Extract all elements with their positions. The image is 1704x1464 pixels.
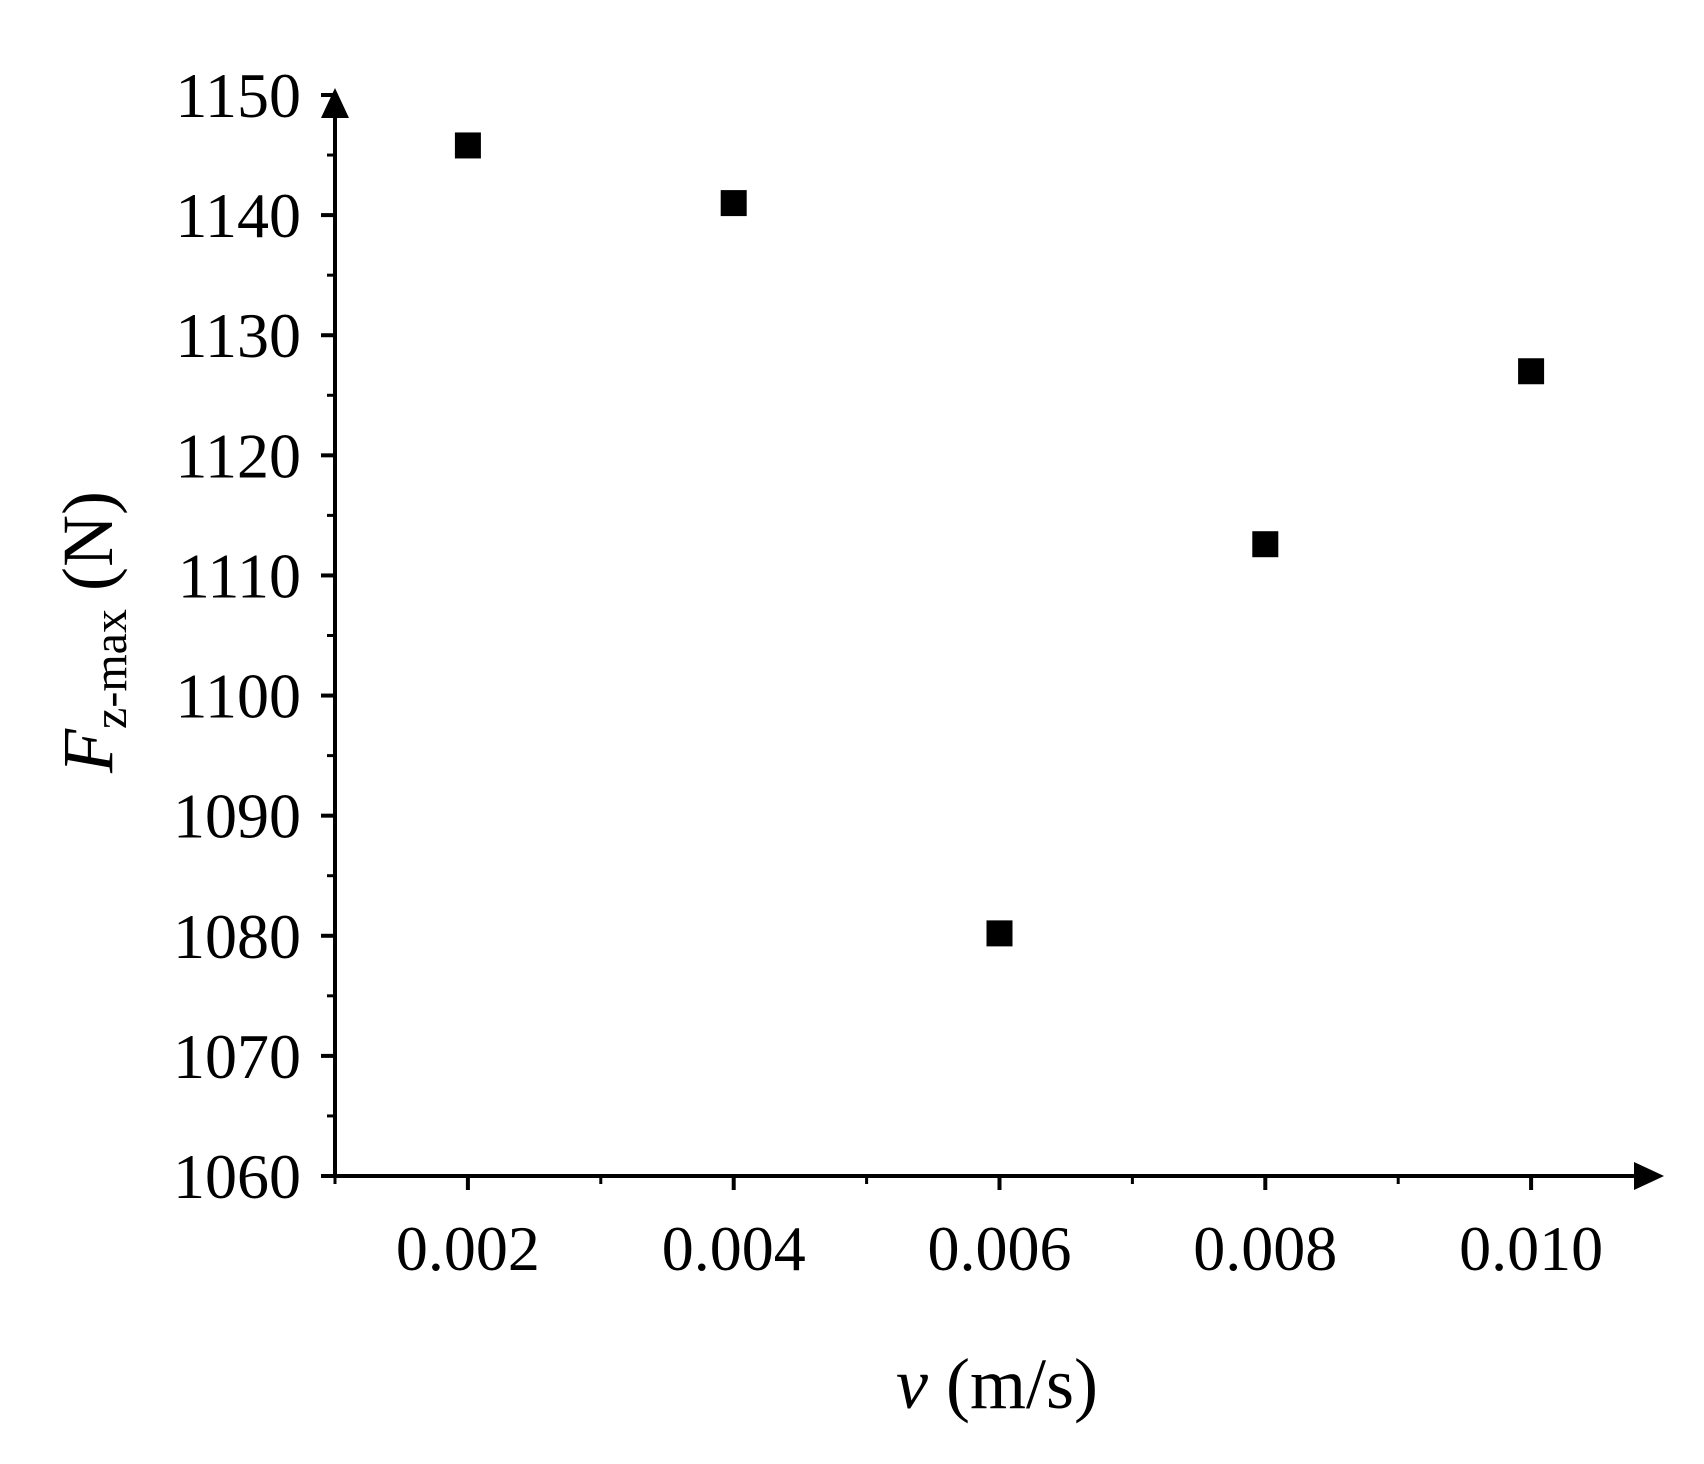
y-label-unit: (N) (48, 491, 128, 591)
marker (454, 132, 481, 159)
marker (1252, 531, 1279, 558)
y-label-subscript: z-max (84, 609, 137, 729)
y-label-space (48, 591, 128, 609)
x-tick-label: 0.002 (396, 1213, 540, 1284)
x-label-unit: (m/s) (946, 1344, 1098, 1424)
x-tick-label: 0.008 (1193, 1213, 1337, 1284)
marker (720, 190, 747, 217)
y-tick-label: 1060 (173, 1141, 301, 1212)
y-tick-label: 1100 (175, 661, 301, 732)
x-axis-label: v (m/s) (896, 1344, 1098, 1424)
y-tick-label: 1090 (173, 781, 301, 852)
x-tick-label: 0.004 (662, 1213, 806, 1284)
x-tick-label: 0.010 (1459, 1213, 1603, 1284)
axes (321, 88, 1664, 1190)
x-label-space (928, 1344, 946, 1424)
y-axis-label: Fz-max (N) (48, 491, 137, 774)
marker (1518, 358, 1545, 385)
y-tick-label: 1140 (175, 180, 301, 251)
y-label-symbol: F (48, 728, 128, 774)
x-tick-label: 0.006 (928, 1213, 1072, 1284)
y-tick-label: 1070 (173, 1021, 301, 1092)
y-tick-label: 1080 (173, 901, 301, 972)
y-axis-arrow (321, 88, 349, 118)
marker (986, 920, 1013, 947)
y-tick-label: 1130 (175, 300, 301, 371)
x-label-symbol: v (896, 1344, 928, 1424)
y-tick-label: 1110 (178, 540, 301, 611)
x-axis-arrow (1634, 1162, 1664, 1190)
y-tick-label: 1120 (175, 420, 301, 491)
y-tick-label: 1150 (175, 60, 301, 131)
